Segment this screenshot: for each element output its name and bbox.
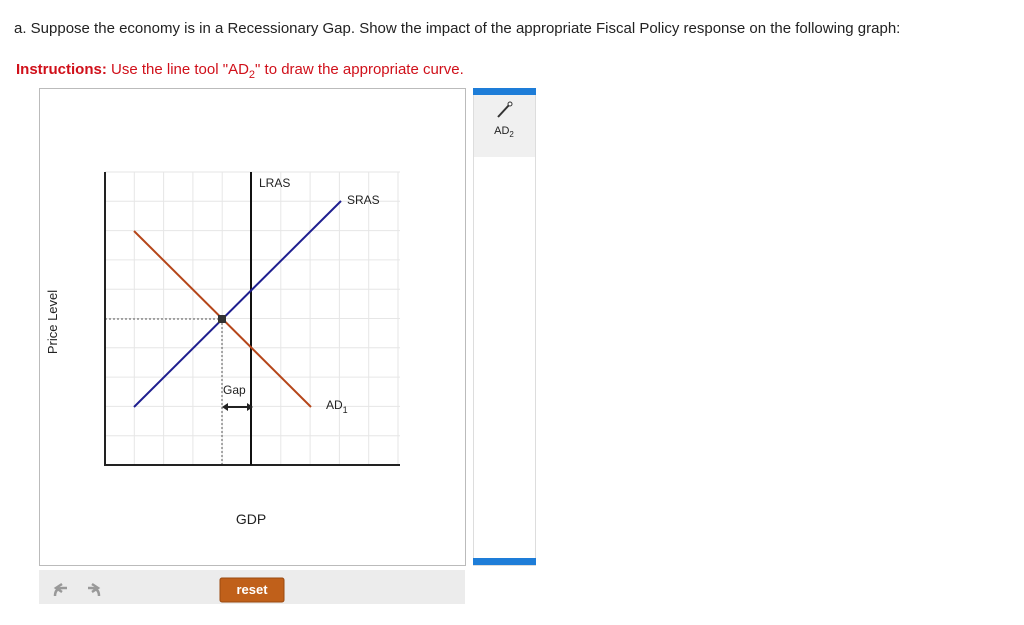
y-axis-label: Price Level: [45, 290, 60, 354]
reset-button[interactable]: [219, 577, 285, 603]
tool-panel: [473, 88, 536, 566]
sras-label: SRAS: [347, 193, 380, 207]
tool-icon: [507, 101, 513, 107]
instructions-label: Instructions:: [16, 61, 107, 78]
question: a. Suppose the economy is in a Recession…: [14, 20, 901, 37]
instructions-text: Use the line tool "AD: [111, 61, 249, 78]
lras-label: LRAS: [259, 176, 290, 190]
tool-label[interactable]: AD2: [494, 125, 514, 139]
graph-panel: [39, 88, 466, 566]
instructions: Instructions: Use the line tool "AD2" to…: [16, 61, 464, 81]
ad-label: AD1: [326, 398, 348, 415]
ad-label-sub: 1: [343, 405, 348, 415]
scroll-down[interactable]: [473, 558, 536, 565]
tool-ad2[interactable]: [474, 95, 535, 157]
gap-label: Gap: [223, 383, 246, 397]
equilibrium-point: [218, 315, 226, 323]
x-axis-label: GDP: [236, 511, 266, 527]
scroll-up[interactable]: [473, 88, 536, 95]
undo-button[interactable]: [53, 582, 67, 597]
instructions-sub: 2: [248, 69, 256, 81]
tool-icon: [497, 103, 511, 118]
redo-button[interactable]: [88, 582, 101, 597]
tool-label-sub[interactable]: 2: [509, 130, 514, 139]
reset-label[interactable]: reset: [236, 582, 268, 597]
sras-line: [133, 200, 342, 408]
ad-label-text: AD: [326, 398, 343, 412]
instructions-text: " to draw the appropriate curve.: [255, 61, 464, 78]
tool-label-text[interactable]: AD: [494, 125, 509, 137]
